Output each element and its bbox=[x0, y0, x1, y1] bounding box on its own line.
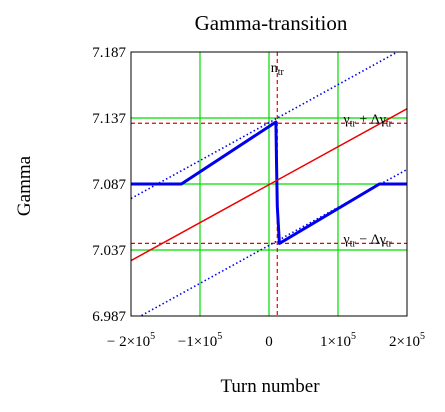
y-tick-label: 6.987 bbox=[92, 309, 126, 325]
series-layer bbox=[131, 52, 407, 316]
annotation-3: γtr − Δγtr bbox=[343, 232, 393, 249]
y-tick-label: 7.087 bbox=[92, 177, 126, 193]
x-tick-label: 1×105 bbox=[320, 331, 356, 350]
plot-frame bbox=[130, 51, 408, 317]
annotations: ntr γtr + Δγtr γtr − Δγtr bbox=[271, 61, 393, 250]
x-tick-labels: − 2×105 −1×105 0 1×105 2×105 bbox=[107, 331, 425, 350]
chart-title: Gamma-transition bbox=[195, 11, 348, 35]
series-line-3 bbox=[131, 52, 400, 200]
x-tick-label: −1×105 bbox=[178, 331, 222, 350]
series-line-2 bbox=[131, 108, 407, 262]
x-tick-label: 0 bbox=[265, 334, 273, 350]
y-tick-label: 7.187 bbox=[92, 45, 126, 61]
x-axis-label: Turn number bbox=[220, 376, 320, 397]
annotation-2: γtr + Δγtr bbox=[343, 112, 393, 129]
y-tick-label: 7.037 bbox=[92, 243, 126, 259]
x-tick-label: 2×105 bbox=[389, 331, 425, 350]
annotation-1: ntr bbox=[271, 61, 285, 78]
series-line-4 bbox=[138, 168, 407, 316]
reference-lines bbox=[131, 52, 407, 316]
y-tick-label: 7.137 bbox=[92, 111, 126, 127]
x-tick-label: − 2×105 bbox=[107, 331, 155, 350]
y-tick-labels: 6.987 7.037 7.087 7.137 7.187 bbox=[92, 45, 126, 325]
y-axis-label: Gamma bbox=[14, 155, 35, 216]
